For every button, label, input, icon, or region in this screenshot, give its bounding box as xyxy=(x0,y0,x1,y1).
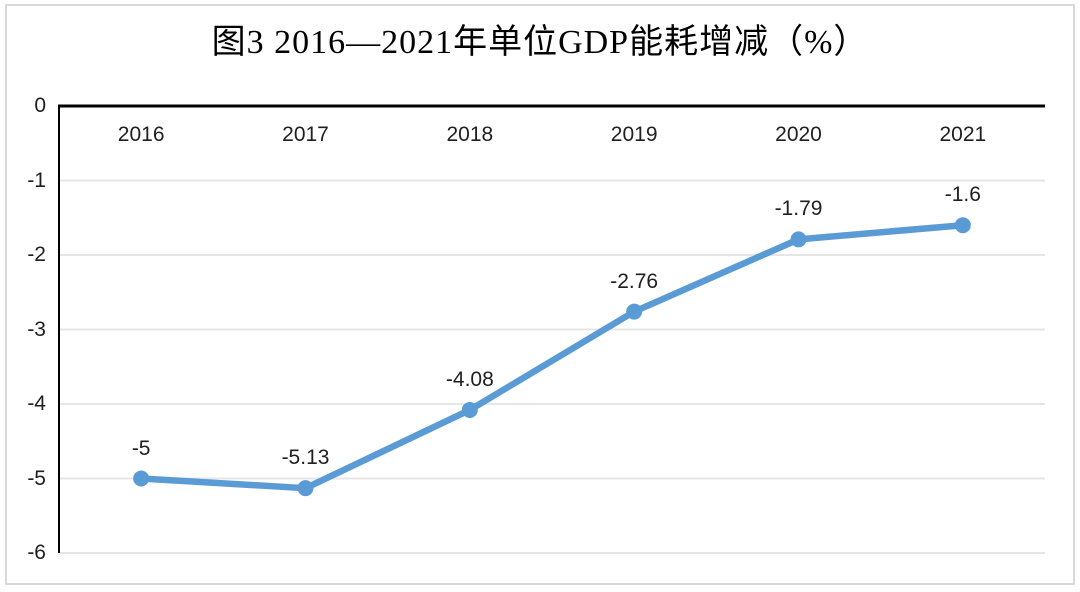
y-tick-label: -3 xyxy=(27,317,46,341)
chart-frame-border xyxy=(5,4,1075,585)
y-tick-label: -4 xyxy=(27,392,46,415)
y-tick-label: 0 xyxy=(34,94,46,117)
data-point-marker xyxy=(297,480,314,497)
x-category-label: 2019 xyxy=(610,123,658,146)
data-point-label: -5.13 xyxy=(281,446,330,470)
data-point-label: -2.76 xyxy=(610,269,659,293)
x-category-label: 2020 xyxy=(775,123,822,146)
y-tick-label: -2 xyxy=(27,243,46,266)
x-category-label: 2016 xyxy=(117,123,165,146)
y-tick-label: -6 xyxy=(27,541,46,564)
x-category-label: 2018 xyxy=(446,123,494,146)
y-tick-label: -5 xyxy=(27,466,46,490)
data-point-label: -1.6 xyxy=(944,183,981,207)
y-tick-label: -1 xyxy=(27,168,46,192)
data-point-marker xyxy=(954,217,971,234)
data-point-marker xyxy=(133,470,150,487)
data-point-marker xyxy=(790,231,807,248)
data-point-marker xyxy=(461,401,478,418)
x-category-label: 2021 xyxy=(939,123,987,146)
x-category-label: 2017 xyxy=(282,123,329,146)
data-point-label: -1.79 xyxy=(774,197,823,221)
chart-title: 图3 2016—2021年单位GDP能耗增减（%） xyxy=(211,24,869,61)
data-point-label: -5 xyxy=(131,436,151,460)
data-point-marker xyxy=(626,303,643,320)
data-point-label: -4.08 xyxy=(445,367,494,391)
series-line xyxy=(137,221,967,492)
